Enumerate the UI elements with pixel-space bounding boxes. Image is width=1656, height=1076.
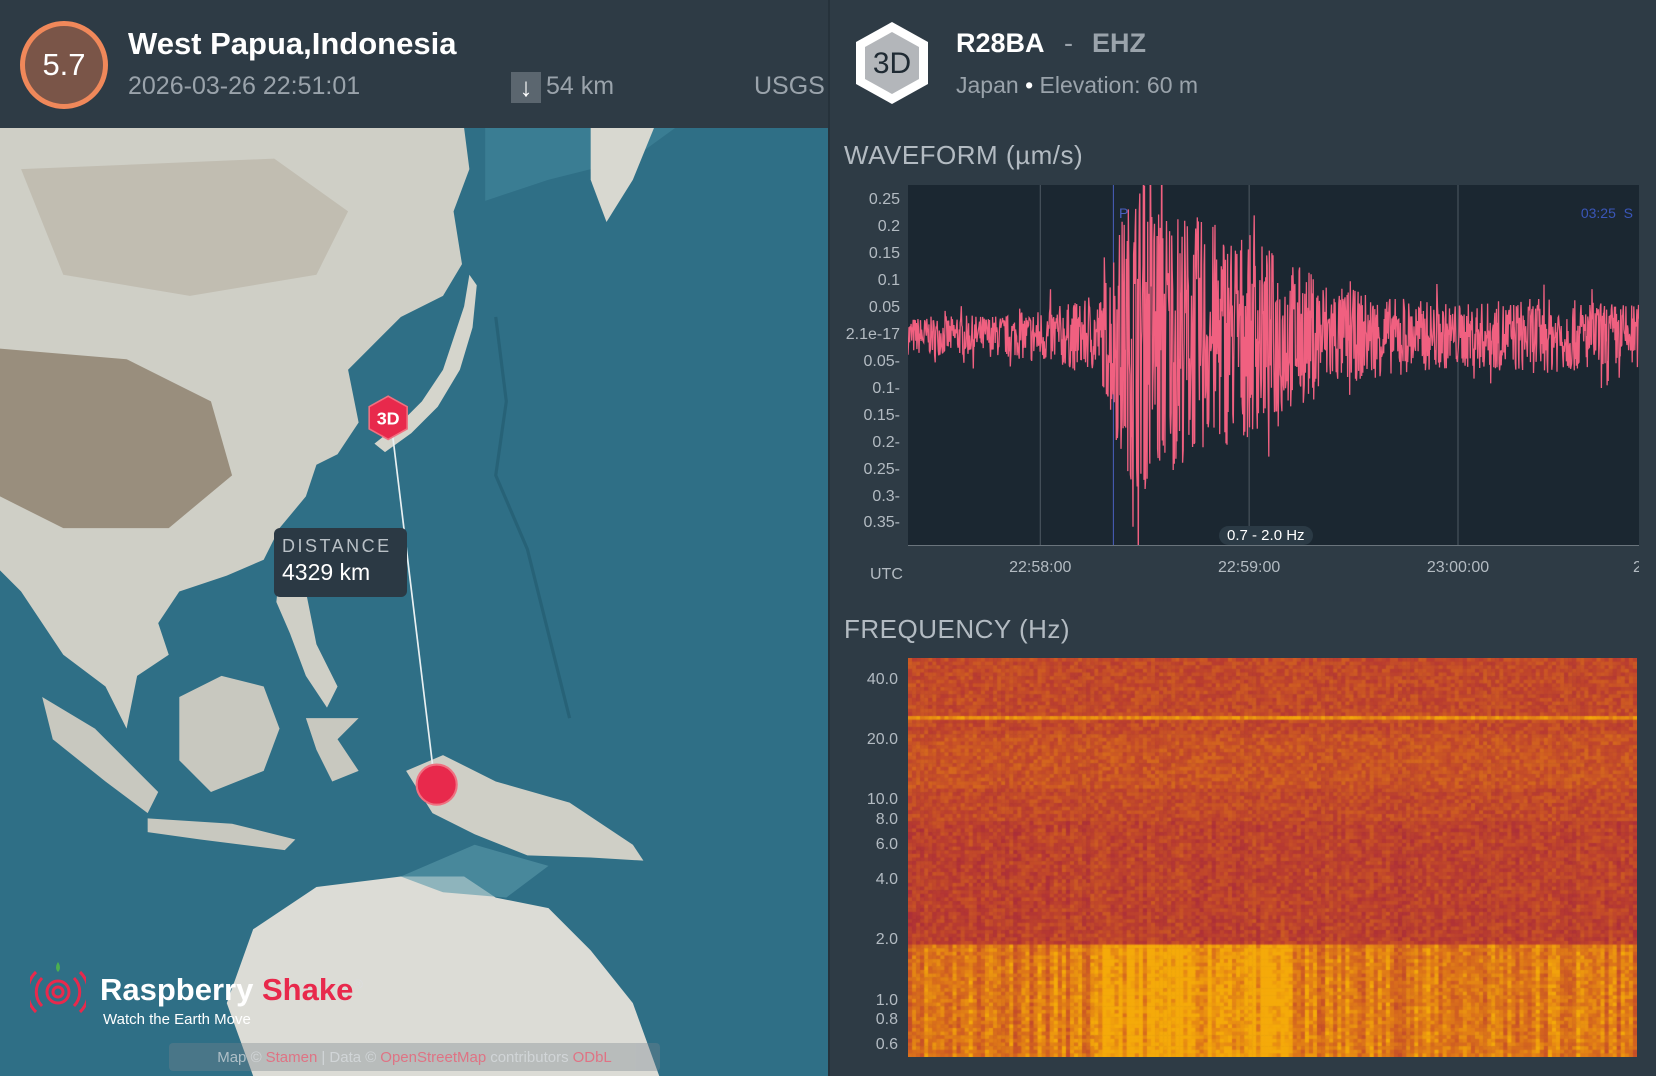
filter-badge[interactable]: 0.7 - 2.0 Hz: [1219, 526, 1313, 545]
utc-label: UTC: [870, 566, 903, 583]
freq-tick-label: 10.0: [866, 791, 898, 809]
y-tick-label: 0.25: [868, 191, 900, 209]
freq-tick-label: 6.0: [875, 835, 898, 853]
event-location: West Papua,Indonesia: [128, 26, 457, 61]
spectrogram-canvas: [908, 658, 1637, 1057]
event-source[interactable]: USGS: [754, 72, 825, 100]
attrib-suffix: contributors: [490, 1048, 569, 1066]
attrib-sep: | Data ©: [321, 1048, 377, 1066]
station-channel: EHZ: [1092, 28, 1146, 58]
land-australia: [226, 876, 660, 1076]
logo-registered: ®: [353, 976, 363, 992]
x-tick-label: 22:59:00: [1217, 559, 1281, 576]
freq-tick-label: 2.0: [875, 931, 898, 949]
station-separator: -: [1064, 28, 1073, 58]
y-tick-label: 2.1e-17: [845, 325, 900, 343]
waveform-chart[interactable]: P 03:25 S 0.7 - 2.0 Hz: [908, 185, 1639, 546]
distance-label: DISTANCE: [282, 536, 392, 556]
map-canvas[interactable]: 3D: [0, 128, 828, 1076]
map-attribution: Map © Stamen | Data © OpenStreetMap cont…: [169, 1043, 660, 1071]
depth-arrow-icon: ↓: [511, 72, 541, 103]
station-hex-label: 3D: [873, 47, 911, 80]
distance-value: 4329 km: [282, 559, 371, 585]
distance-line: [391, 432, 436, 782]
station-country: Japan: [956, 72, 1019, 98]
freq-tick-label: 1.0: [875, 991, 898, 1009]
y-tick-label: 0.15: [868, 245, 900, 263]
panel-divider: [828, 0, 830, 1076]
p-arrival-label: P: [1119, 205, 1129, 221]
waveform-svg: [908, 185, 1639, 545]
y-tick-label: -0.25: [863, 460, 900, 478]
x-tick-label: 23:00:00: [1426, 559, 1490, 576]
epicenter-marker: [415, 763, 458, 806]
y-tick-label: -0.3: [872, 487, 900, 505]
s-arrival-label: 03:25 S: [1580, 205, 1633, 221]
station-marker-label: 3D: [377, 409, 400, 429]
y-tick-label: 0.2: [877, 218, 900, 236]
y-tick-label: -0.1: [872, 379, 900, 397]
y-tick-label: -0.35: [863, 514, 900, 532]
attrib-stamen-link[interactable]: Stamen: [265, 1048, 318, 1066]
station-hex-icon: 3D: [856, 22, 928, 104]
y-tick-label: -0.2: [872, 433, 900, 451]
waveform-trace: [908, 185, 1639, 545]
station-code: R28BA: [956, 28, 1045, 58]
shake-logo-icon: [30, 962, 86, 1014]
station-marker: [368, 395, 408, 441]
attrib-osm-link[interactable]: OpenStreetMap: [380, 1048, 487, 1066]
waveform-title: WAVEFORM (µm/s): [844, 140, 1084, 170]
x-tick-cut: 2: [1633, 559, 1639, 576]
freq-tick-label: 0.6: [875, 1036, 898, 1054]
freq-tick-label: 0.8: [875, 1011, 898, 1029]
y-tick-label: 0.05: [868, 298, 900, 316]
x-tick-label: 22:58:00: [1009, 559, 1072, 576]
y-tick-label: -0.15: [863, 406, 900, 424]
freq-tick-label: 20.0: [866, 731, 898, 749]
y-tick-label: -0.05: [863, 352, 900, 370]
logo-brand-2: Shake: [261, 972, 354, 1007]
freq-tick-label: 8.0: [875, 810, 898, 828]
spectrogram-title: FREQUENCY (Hz): [844, 614, 1071, 644]
freq-tick-label: 4.0: [875, 871, 898, 889]
station-subtitle: Japan • Elevation: 60 m: [956, 72, 1198, 99]
logo-brand-1: Raspberry: [100, 972, 254, 1007]
distance-tooltip: DISTANCE 4329 km: [274, 528, 407, 597]
land-japan: [374, 274, 477, 453]
station-elevation: Elevation: 60 m: [1039, 72, 1199, 98]
attrib-odbl-link[interactable]: ODbL: [572, 1048, 612, 1066]
spectrogram-chart[interactable]: [908, 658, 1637, 1057]
freq-tick-label: 40.0: [866, 670, 898, 688]
logo-tagline: Watch the Earth Move: [103, 1011, 251, 1028]
station-bullet: •: [1025, 72, 1034, 98]
land-new-guinea: [406, 755, 644, 861]
map[interactable]: 3D: [0, 128, 828, 1076]
attrib-map-prefix: Map ©: [217, 1048, 262, 1066]
event-header: 5.7 West Papua,Indonesia 2026-03-26 22:5…: [0, 0, 828, 128]
event-depth: 54 km: [546, 72, 615, 100]
event-time: 2026-03-26 22:51:01: [128, 72, 361, 100]
magnitude-badge: 5.7: [20, 21, 108, 109]
y-tick-label: 0.1: [877, 271, 900, 289]
